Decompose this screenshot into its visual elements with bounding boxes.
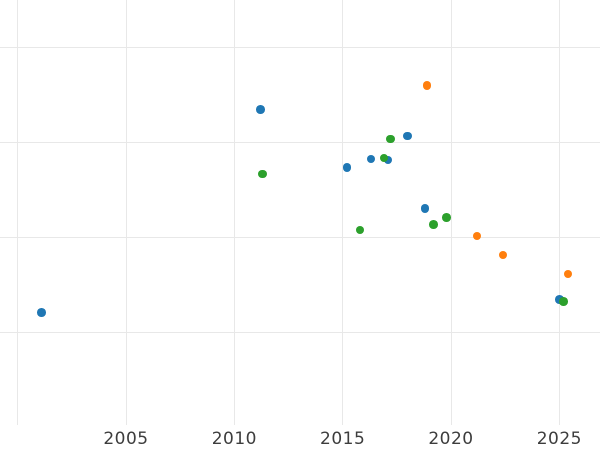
data-point-green: [429, 220, 438, 229]
data-point-blue: [403, 131, 412, 141]
x-tick-label: 2020: [428, 429, 474, 449]
x-tick-label: 2025: [536, 429, 582, 449]
y-gridline: [0, 332, 600, 334]
data-point-green: [379, 153, 389, 163]
x-gridline: [342, 0, 344, 425]
data-point-green: [442, 213, 451, 223]
x-tick-label: 2005: [103, 429, 149, 449]
data-point-blue: [342, 163, 352, 172]
y-gridline: [0, 47, 600, 49]
x-gridline: [233, 0, 235, 425]
data-point-green: [355, 225, 365, 235]
y-gridline: [0, 237, 600, 239]
data-point-blue: [366, 154, 376, 164]
data-point-blue: [383, 155, 393, 165]
data-point-green: [258, 169, 267, 179]
data-point-green: [386, 134, 395, 144]
y-gridline: [0, 142, 600, 144]
x-gridline: [558, 0, 560, 425]
x-tick-label: 2010: [211, 429, 257, 449]
x-gridline: [125, 0, 127, 425]
data-point-blue: [555, 295, 564, 304]
x-gridline: [450, 0, 452, 425]
data-point-blue: [37, 308, 46, 318]
x-tick-label: 2015: [320, 429, 366, 449]
data-point-orange: [563, 269, 573, 279]
data-point-blue: [256, 105, 265, 114]
data-point-orange: [498, 250, 508, 260]
data-point-blue: [420, 203, 430, 213]
data-point-green: [559, 297, 568, 306]
x-gridline: [17, 0, 19, 425]
data-point-orange: [422, 81, 432, 90]
data-point-orange: [472, 231, 482, 241]
